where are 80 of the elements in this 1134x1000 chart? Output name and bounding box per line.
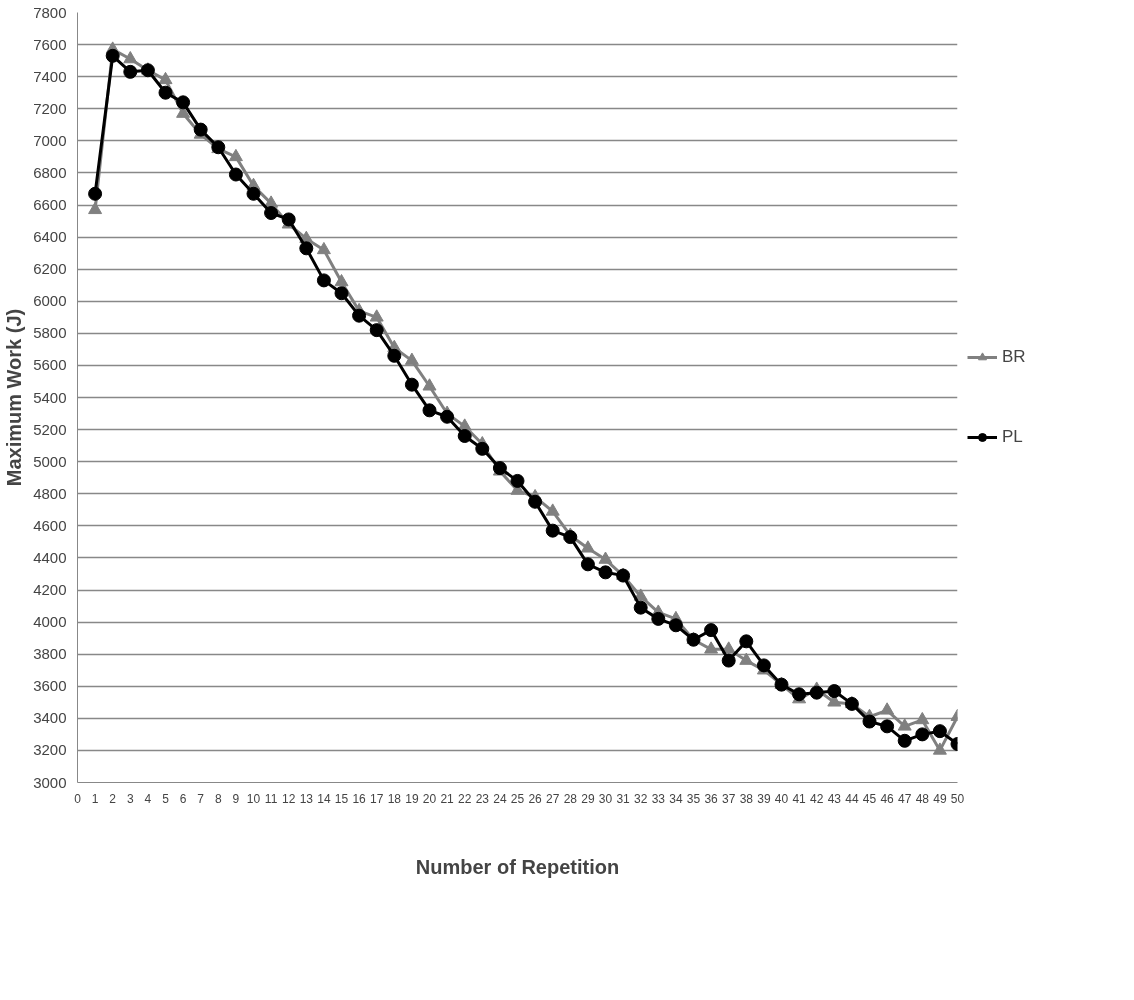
y-tick-label: 5800: [33, 324, 67, 342]
x-tick-label: 41: [792, 791, 807, 806]
y-tick-label: 6000: [33, 292, 67, 310]
x-tick-label: 33: [651, 791, 666, 806]
x-tick-label: 38: [739, 791, 754, 806]
x-tick-label: 18: [387, 791, 402, 806]
x-tick-label: 45: [862, 791, 877, 806]
y-tick-label: 6200: [33, 260, 67, 278]
x-tick-label: 36: [704, 791, 719, 806]
y-tick-label: 4600: [33, 516, 67, 534]
x-tick-label: 34: [669, 791, 683, 806]
y-tick-label: 7000: [33, 131, 67, 149]
y-tick-label: 6600: [33, 196, 67, 213]
x-tick-label: 1: [91, 791, 99, 806]
x-tick-label: 32: [634, 791, 648, 806]
y-tick-label: 4200: [33, 581, 67, 598]
y-tick-label: 5000: [33, 452, 67, 470]
y-tick-label: 3000: [33, 773, 67, 791]
y-tick-label: 3200: [33, 741, 67, 759]
x-axis-title: Number of Repetition: [415, 855, 620, 878]
x-tick-label: 19: [405, 791, 419, 806]
x-tick-label: 25: [510, 791, 525, 806]
x-tick-label: 2: [109, 791, 117, 806]
x-tick-label: 3: [126, 791, 134, 806]
x-tick-label: 22: [458, 791, 472, 806]
x-tick-label: 0: [74, 791, 82, 806]
x-tick-label: 16: [352, 791, 367, 806]
y-tick-label: 6400: [33, 228, 67, 246]
x-tick-label: 35: [686, 791, 701, 806]
y-tick-label: 3800: [33, 645, 67, 663]
x-tick-label: 47: [898, 791, 912, 806]
x-tick-label: 28: [563, 791, 578, 806]
x-tick-label: 20: [422, 791, 437, 806]
x-tick-label: 49: [933, 791, 947, 806]
x-tick-label: 4: [144, 791, 152, 806]
y-tick-label: 7200: [33, 99, 67, 117]
x-tick-label: 9: [232, 791, 240, 806]
x-tick-label: 40: [774, 791, 789, 806]
y-tick-label: 5400: [33, 388, 67, 406]
y-tick-label: 3600: [33, 677, 67, 695]
x-tick-label: 39: [757, 791, 771, 806]
y-tick-label: 4800: [33, 484, 67, 502]
x-tick-label: 7: [197, 791, 205, 806]
legend-label: BR: [1002, 347, 1026, 367]
x-tick-label: 31: [616, 791, 631, 806]
x-tick-label: 6: [179, 791, 187, 806]
y-tick-label: 7400: [33, 67, 67, 85]
y-axis-title: Maximum Work (J): [3, 308, 26, 487]
x-tick-label: 27: [546, 791, 560, 806]
x-tick-label: 26: [528, 791, 543, 806]
y-tick-label: 3400: [33, 709, 67, 727]
x-tick-label: 11: [264, 791, 278, 806]
y-tick-label: 6800: [33, 163, 67, 181]
y-tick-label: 5600: [33, 356, 67, 374]
x-tick-label: 29: [581, 791, 595, 806]
y-tick-label: 4000: [33, 613, 67, 631]
legend-label: PL: [1002, 427, 1023, 447]
x-tick-label: 50: [950, 791, 965, 806]
x-tick-label: 42: [810, 791, 824, 806]
x-tick-label: 24: [493, 791, 507, 806]
x-tick-label: 15: [334, 791, 349, 806]
y-tick-label: 7600: [33, 35, 67, 53]
x-tick-label: 17: [370, 791, 384, 806]
x-tick-label: 21: [440, 791, 455, 806]
x-tick-label: 48: [915, 791, 930, 806]
x-tick-label: 46: [880, 791, 895, 806]
x-tick-label: 12: [282, 791, 296, 806]
x-tick-label: 10: [246, 791, 261, 806]
x-tick-label: 30: [598, 791, 613, 806]
y-tick-label: 7800: [33, 3, 67, 21]
x-tick-label: 13: [299, 791, 314, 806]
x-tick-label: 14: [317, 791, 331, 806]
y-tick-label: 5200: [33, 420, 67, 438]
y-tick-label: 4400: [33, 548, 67, 566]
x-tick-label: 37: [722, 791, 736, 806]
x-tick-label: 43: [827, 791, 842, 806]
x-tick-label: 23: [475, 791, 490, 806]
x-tick-label: 5: [162, 791, 170, 806]
x-tick-label: 44: [845, 791, 859, 806]
x-tick-label: 8: [214, 791, 222, 806]
